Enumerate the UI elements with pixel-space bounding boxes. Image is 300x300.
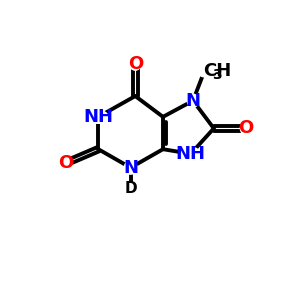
Text: NH: NH [83,108,113,126]
Ellipse shape [187,94,199,107]
Text: NH: NH [176,145,206,163]
Ellipse shape [196,64,222,78]
Ellipse shape [124,161,137,174]
Text: D: D [124,181,137,196]
Text: O: O [58,154,74,172]
Text: O: O [238,119,254,137]
Text: 3: 3 [212,68,221,82]
Ellipse shape [240,122,252,135]
Text: N: N [185,92,200,110]
Ellipse shape [88,110,108,123]
Ellipse shape [126,183,136,194]
Ellipse shape [130,57,141,70]
Text: CH: CH [203,61,232,80]
Ellipse shape [181,147,200,160]
Ellipse shape [60,157,72,169]
Text: O: O [128,55,143,73]
Text: N: N [123,159,138,177]
